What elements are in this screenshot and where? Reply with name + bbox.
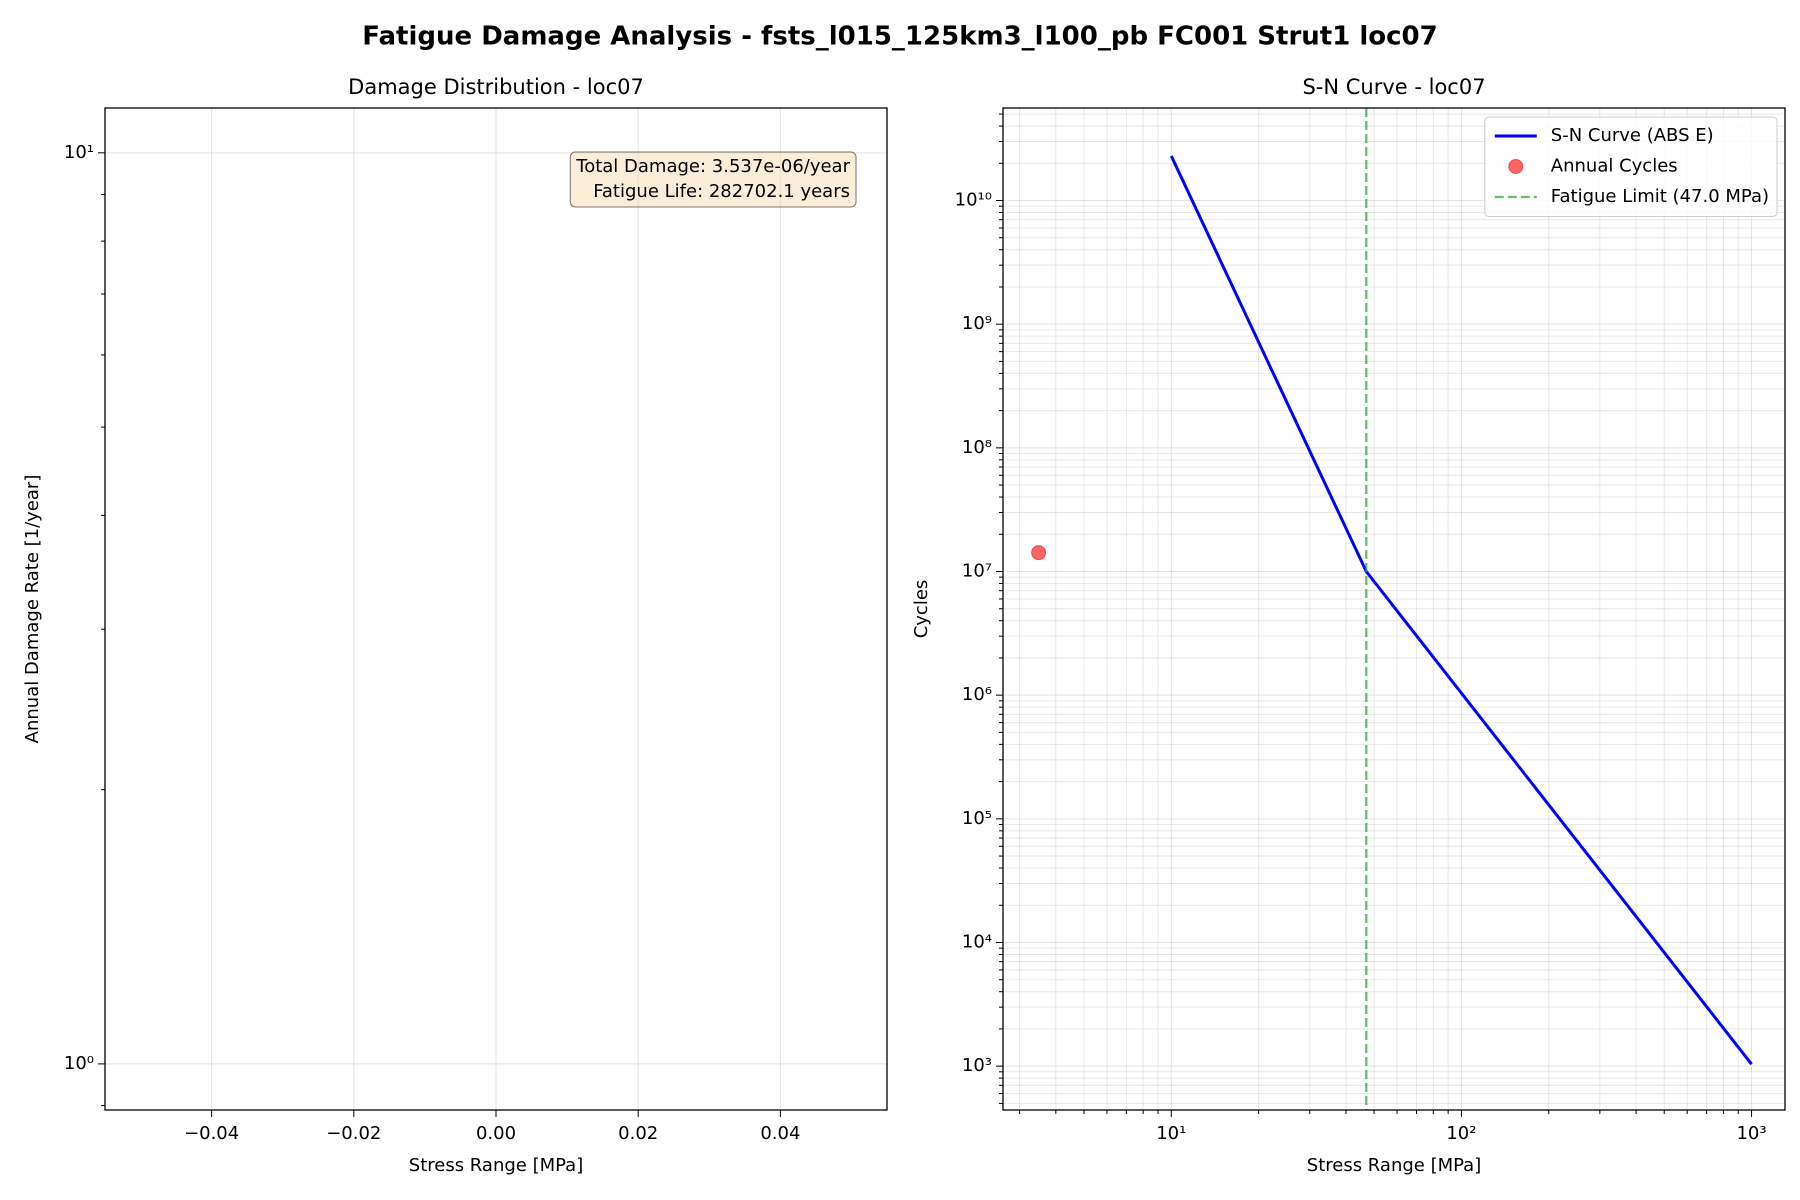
y-tick-label: 10⁰ — [64, 1053, 94, 1074]
y-axis-label: Annual Damage Rate [1/year] — [22, 475, 43, 744]
y-tick-label: 10⁸ — [962, 437, 992, 458]
y-tick-label: 10⁹ — [962, 313, 992, 334]
x-tick-label: 10² — [1446, 1123, 1476, 1144]
y-axis-label: Cycles — [911, 580, 932, 639]
x-axis-label: Stress Range [MPa] — [409, 1155, 583, 1176]
figure-title: Fatigue Damage Analysis - fsts_l015_125k… — [362, 22, 1437, 52]
y-tick-label: 10⁶ — [962, 684, 992, 705]
x-tick-label: −0.02 — [326, 1123, 381, 1144]
y-tick-label: 10⁵ — [962, 808, 992, 829]
legend: S-N Curve (ABS E) Annual Cycles Fatigue Li… — [1484, 116, 1778, 217]
annotation-text: Fatigue Life: 282702.1 years — [593, 181, 850, 202]
x-tick-label: 0.00 — [476, 1123, 516, 1144]
legend-box — [1484, 116, 1778, 217]
annotation-box — [569, 151, 857, 208]
subplot-title: S-N Curve - loc07 — [1302, 75, 1485, 99]
x-tick-label: 10¹ — [1156, 1123, 1186, 1144]
y-tick-label: 10¹⁰ — [955, 190, 992, 211]
axes-frame — [104, 107, 888, 1111]
legend-label: Annual Cycles — [1551, 156, 1678, 177]
legend-label: Fatigue Limit (47.0 MPa) — [1551, 186, 1769, 207]
scatter-point — [1031, 545, 1047, 561]
x-tick-label: 10³ — [1736, 1123, 1766, 1144]
y-tick-label: 10¹ — [64, 142, 94, 163]
x-axis-label: Stress Range [MPa] — [1307, 1155, 1481, 1176]
y-tick-label: 10⁷ — [962, 561, 992, 582]
annotation: Total Damage: 3.537e-06/year Fatigue Life… — [569, 151, 857, 208]
axes-frame — [1002, 107, 1786, 1111]
x-tick-label: 0.02 — [618, 1123, 658, 1144]
x-tick-label: −0.04 — [184, 1123, 239, 1144]
y-tick-label: 10³ — [962, 1055, 992, 1076]
plot-area — [1031, 108, 1753, 1110]
legend-key — [1508, 159, 1524, 174]
subplot-title: Damage Distribution - loc07 — [348, 75, 644, 99]
annotation-text: Total Damage: 3.537e-06/year — [575, 156, 850, 177]
y-tick-label: 10⁴ — [962, 931, 992, 952]
x-tick-label: 0.04 — [760, 1123, 800, 1144]
legend-label: S-N Curve (ABS E) — [1551, 125, 1714, 146]
